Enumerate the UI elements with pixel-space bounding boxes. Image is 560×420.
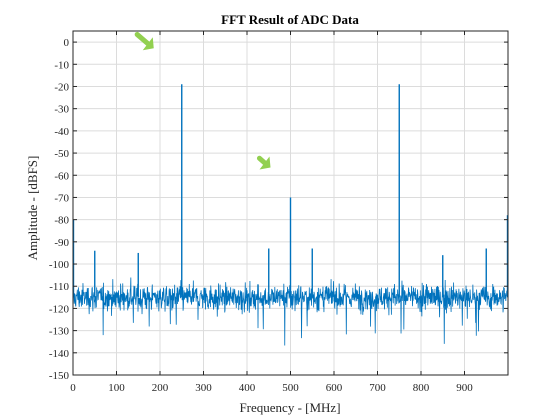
x-tick-label: 800 [413,382,430,394]
y-tick-label: -60 [54,170,69,182]
x-axis-label: Frequency - [MHz] [239,400,340,415]
y-tick-label: -140 [49,348,70,360]
annotation-arrow [134,31,154,51]
y-tick-label: -100 [49,259,70,271]
series-noise-trace [72,277,509,346]
y-tick-label: -50 [54,148,69,160]
x-tick-label: 700 [369,382,386,394]
annotation-arrow [256,155,271,170]
y-axis-label: Amplitude - [dBFS] [25,156,40,261]
y-tick-label: -70 [54,192,69,204]
y-tick-label: -30 [54,104,69,116]
x-tick-label: 0 [70,382,76,394]
x-tick-label: 400 [239,382,256,394]
x-tick-label: 300 [195,382,212,394]
y-tick-label: -150 [49,370,70,382]
y-tick-label: -40 [54,126,69,138]
x-tick-label: 600 [326,382,343,394]
chart-title: FFT Result of ADC Data [221,12,359,27]
y-tick-label: -20 [54,81,69,93]
x-tick-label: 200 [152,382,169,394]
y-tick-label: -90 [54,237,69,249]
axis-ticks: 0 -10 -20 -30 -40 -50 -60 -70 -80 -90 -100 -110 -120… [49,31,508,394]
annotation-layer [134,31,271,170]
y-tick-label: -10 [54,59,69,71]
y-tick-label: -130 [49,326,70,338]
y-tick-label: -80 [54,215,69,227]
y-tick-label: -110 [49,281,69,293]
x-tick-label: 100 [108,382,125,394]
y-tick-label: 0 [64,37,70,49]
x-tick-label: 900 [456,382,473,394]
x-tick-label: 500 [282,382,299,394]
y-tick-label: -120 [49,303,70,315]
grid-lines [72,31,508,376]
